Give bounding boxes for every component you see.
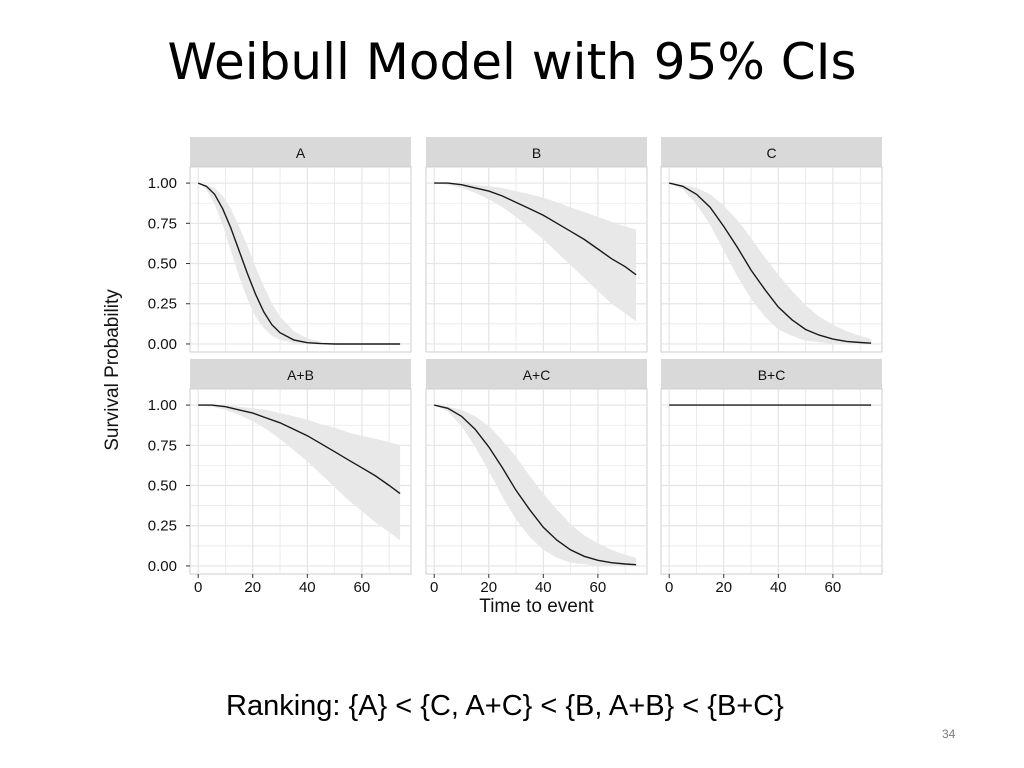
y-tick-label: 0.50: [148, 256, 177, 273]
facet-label-a-plus-b: A+B: [287, 367, 314, 383]
survival-curve-a: [197, 182, 401, 345]
faceted-survival-chart: A 0.00 0.25 0.50 0.75 1.00 B C A+B 0.00 0.25 0.50 0.…: [102, 137, 883, 617]
y-tick-label: 1.00: [148, 397, 177, 414]
survival-curve-c: [669, 182, 872, 344]
x-tick-label: 40: [770, 579, 787, 596]
x-tick-label: 0: [194, 579, 202, 596]
x-tick-label: 40: [299, 579, 316, 596]
panel-background-b-plus-c: [660, 388, 883, 575]
survival-curve-b: [434, 182, 637, 276]
y-tick-label: 0.75: [148, 215, 177, 232]
facet-label-a: A: [296, 145, 306, 161]
y-tick-label: 1.00: [148, 175, 177, 192]
y-tick-label: 0.00: [148, 558, 177, 575]
slide-title: Weibull Model with 95% CIs: [167, 33, 857, 91]
x-tick-label: 20: [480, 579, 497, 596]
ci-band-a-plus-b: [198, 405, 401, 541]
ci-band-c: [669, 183, 872, 344]
x-axis-title: Time to event: [479, 596, 594, 617]
x-tick-label: 20: [715, 579, 732, 596]
facet-label-a-plus-c: A+C: [523, 367, 551, 383]
x-tick-label: 0: [430, 579, 438, 596]
x-tick-label: 60: [354, 579, 371, 596]
facet-strip-a-plus-b: [190, 359, 411, 389]
y-tick-label: 0.75: [148, 437, 177, 454]
survival-curve-a-plus-c: [434, 404, 637, 566]
ci-band-b: [434, 183, 637, 322]
y-tick-label: 0.25: [148, 296, 177, 313]
y-tick-label: 0.25: [148, 518, 177, 535]
panel-background-a: [189, 166, 412, 353]
facet-strip-c: [661, 137, 882, 167]
survival-curve-a-plus-b: [198, 404, 401, 495]
facet-strip-b: [426, 137, 647, 167]
ci-band-a-plus-c: [434, 405, 637, 566]
y-axis-title: Survival Probability: [102, 289, 123, 451]
facet-strip-b-plus-c: [661, 359, 882, 389]
facet-strip-a: [190, 137, 411, 167]
x-tick-label: 60: [825, 579, 842, 596]
x-tick-label: 40: [535, 579, 552, 596]
ranking-text: Ranking: {A} < {C, A+C} < {B, A+B} < {B+…: [226, 690, 784, 722]
x-tick-label: 20: [244, 579, 261, 596]
facet-strip-a-plus-c: [426, 359, 647, 389]
page-number: 34: [942, 727, 956, 741]
facet-label-c: C: [766, 145, 776, 161]
y-tick-label: 0.50: [148, 478, 177, 495]
facet-label-b-plus-c: B+C: [758, 367, 786, 383]
x-tick-label: 0: [665, 579, 673, 596]
y-tick-label: 0.00: [148, 336, 177, 353]
ci-band-a: [198, 183, 401, 344]
facet-label-b: B: [532, 145, 541, 161]
x-tick-label: 60: [590, 579, 607, 596]
